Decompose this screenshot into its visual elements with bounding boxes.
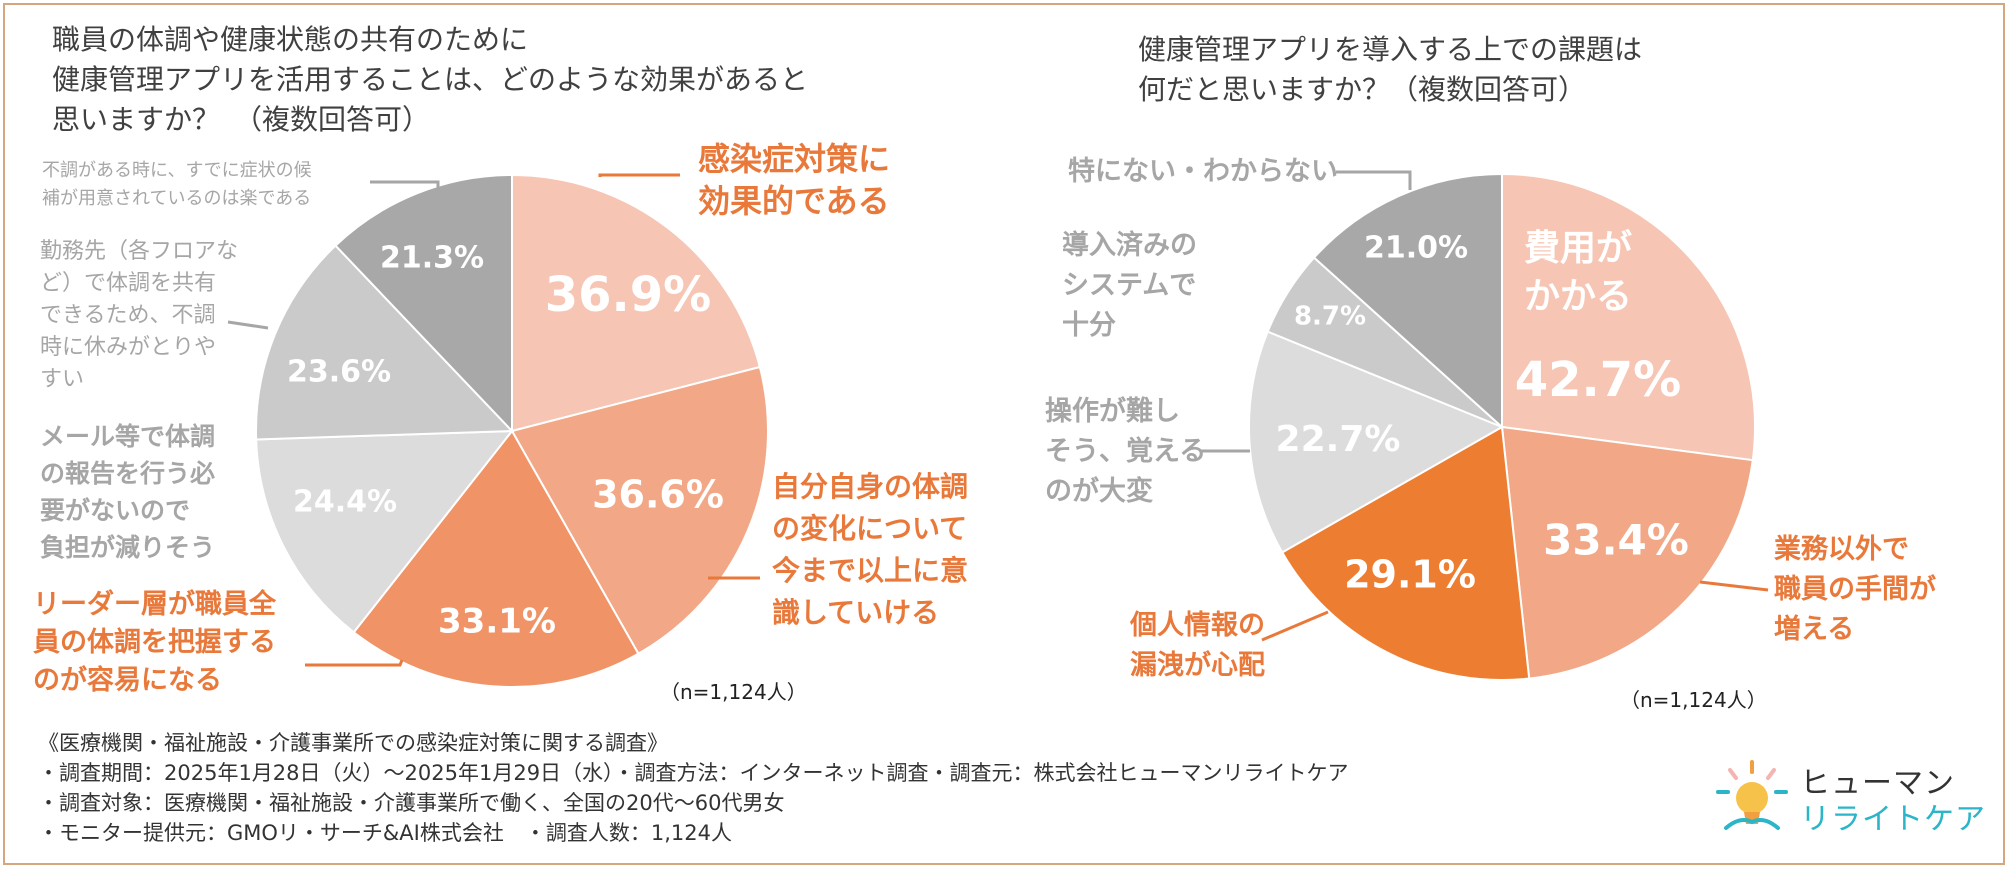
slice-label: 個人情報の漏洩が心配	[1129, 610, 1265, 681]
slice-label-line: 不調がある時に、すでに症状の候	[42, 160, 312, 181]
leader-line	[305, 659, 404, 667]
slice-percentage: 33.1%	[438, 602, 556, 642]
chart1-title-line: 職員の体調や健康状態の共有のために	[52, 23, 529, 56]
slice-label-line: すい	[40, 367, 84, 392]
leader-line	[1261, 610, 1329, 642]
survey-line: ・調査期間：2025年1月28日（火）～2025年1月29日（水）・調査方法：イ…	[38, 761, 1349, 785]
slice-percentage: 21.0%	[1364, 231, 1468, 266]
chart2-sample-size: （n=1,124人）	[1620, 688, 1767, 712]
pie-slice	[255, 429, 515, 634]
pie-slice	[1500, 425, 1754, 680]
slice-label-line: ど）で体調を共有	[40, 271, 216, 296]
slice-label-line: できるため、不調	[40, 303, 216, 328]
pie-slice	[334, 173, 513, 434]
slice-percentage: 23.6%	[287, 355, 391, 390]
pie-slice	[511, 173, 762, 433]
slice-label-line: 十分	[1062, 310, 1116, 341]
survey-heading: 《医療機関・福祉施設・介護事業所での感染症対策に関する調査》	[38, 731, 668, 755]
slice-label-line: 職員の手間が	[1774, 573, 1936, 605]
slice-label: 費用がかかる	[1524, 228, 1632, 317]
pie-slice	[510, 365, 769, 656]
slice-label-line: メール等で体調	[40, 422, 215, 451]
survey-line: ・モニター提供元：GMOリ・サーチ&AI株式会社 ・調査人数：1,124人	[38, 821, 732, 845]
slice-label-line: 導入済みの	[1062, 229, 1197, 261]
slice-label-line: のが容易になる	[33, 664, 222, 696]
slice-label-line: 勤務先（各フロアな	[40, 239, 238, 264]
slice-label: 特にない・わからない	[1068, 156, 1338, 187]
pie-slice	[352, 429, 640, 688]
slice-percentage: 8.7%	[1294, 302, 1366, 332]
slice-label-line: 業務以外で	[1774, 534, 1909, 565]
slice-label: 不調がある時に、すでに症状の候補が用意されているのは楽である	[42, 160, 312, 209]
slice-percentage: 36.9%	[545, 267, 712, 323]
pie-slice	[1312, 172, 1503, 430]
logo-text-line2: リライトケア	[1800, 802, 1986, 837]
slice-label-line: リーダー層が職員全	[33, 588, 277, 620]
slice-label: 自分自身の体調の変化について今まで以上に意識していける	[772, 470, 968, 629]
slice-percentage: 36.6%	[592, 473, 724, 517]
slice-percentage: 42.7%	[1515, 352, 1682, 408]
chart1-title: 職員の体調や健康状態の共有のために 健康管理アプリを活用することは、どのような効…	[52, 20, 808, 140]
slice-label: リーダー層が職員全員の体調を把握するのが容易になる	[33, 588, 277, 696]
slice-label-line: システムで	[1062, 270, 1196, 301]
slice-label: 操作が難しそう、覚えるのが大変	[1045, 395, 1206, 507]
slice-label-line: 特にない・わからない	[1068, 156, 1338, 187]
leader-line	[227, 320, 269, 330]
slice-label-line: 感染症対策に	[698, 140, 890, 178]
slice-label: メール等で体調の報告を行う必要がないので負担が減りそう	[40, 422, 215, 562]
slice-label-line: 員の体調を把握する	[33, 626, 276, 658]
slice-percentage: 33.4%	[1543, 516, 1689, 565]
slice-label-line: 費用が	[1524, 228, 1632, 269]
slice-label-line: 補が用意されているのは楽である	[42, 188, 311, 209]
chart1-sample-size: （n=1,124人）	[660, 680, 807, 704]
leader-line	[1336, 170, 1412, 190]
slice-label-line: 負担が減りそう	[40, 533, 215, 562]
slice-label-line: の変化について	[772, 512, 967, 545]
slice-label-line: 効果的である	[698, 182, 890, 220]
slice-label-line: の報告を行う必	[40, 459, 215, 488]
slice-label-line: 識していける	[772, 596, 939, 629]
slice-label: 導入済みのシステムで十分	[1062, 229, 1197, 341]
chart2-title-line: 何だと思いますか？（複数回答可）	[1138, 73, 1587, 106]
pie-slice	[1280, 425, 1531, 681]
logo-text-line1: ヒューマン	[1800, 766, 1955, 801]
slice-percentage: 24.4%	[293, 485, 397, 520]
slice-label: 感染症対策に効果的である	[698, 140, 890, 220]
slice-percentage: 22.7%	[1276, 419, 1401, 460]
slice-percentage: 29.1%	[1344, 553, 1476, 597]
company-logo: ヒューマン リライトケア	[1712, 758, 1985, 838]
lightbulb-hand-icon	[1716, 760, 1788, 830]
slice-label-line: 操作が難し	[1045, 395, 1180, 427]
pie-slice	[1501, 172, 1756, 462]
slice-percentage: 21.3%	[380, 241, 484, 276]
slice-label-line: 増える	[1774, 613, 1854, 645]
leader-line	[1699, 580, 1769, 592]
slice-label-line: 要がないので	[40, 496, 190, 525]
slice-label-line: 自分自身の体調	[772, 470, 968, 503]
chart2-title: 健康管理アプリを導入する上での課題は 何だと思いますか？（複数回答可）	[1138, 30, 1642, 110]
pie-slice	[255, 244, 515, 441]
slice-label-line: 漏洩が心配	[1130, 649, 1265, 681]
slice-label-line: 時に休みがとりや	[40, 335, 216, 360]
slice-label: 勤務先（各フロアなど）で体調を共有できるため、不調時に休みがとりやすい	[40, 239, 238, 392]
chart1-title-line: 健康管理アプリを活用することは、どのような効果があると	[52, 63, 809, 96]
survey-info: 《医療機関・福祉施設・介護事業所での感染症対策に関する調査》 ・調査期間：202…	[38, 728, 1349, 848]
leader-line	[598, 173, 680, 177]
slice-label-line: そう、覚える	[1045, 436, 1206, 467]
slice-label-line: 今まで以上に意	[772, 554, 968, 587]
slice-label-line: かかる	[1524, 276, 1632, 317]
leader-line	[370, 180, 440, 190]
chart1-title-line: 思いますか？ （複数回答可）	[52, 103, 431, 136]
slice-label-line: のが大変	[1045, 475, 1153, 507]
survey-line: ・調査対象：医療機関・福祉施設・介護事業所で働く、全国の20代～60代男女	[38, 791, 785, 815]
pie-slice	[1248, 330, 1505, 554]
slice-label-line: 個人情報の	[1129, 610, 1265, 641]
slice-label: 業務以外で職員の手間が増える	[1774, 534, 1936, 645]
chart2-title-line: 健康管理アプリを導入する上での課題は	[1138, 33, 1643, 66]
